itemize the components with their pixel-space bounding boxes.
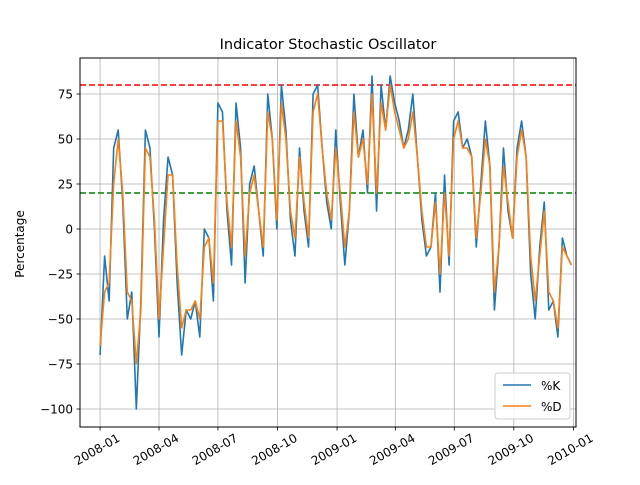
y-tick-label: −50 (48, 313, 73, 327)
reference-lines (80, 84, 576, 194)
plot-area-frame (79, 57, 577, 428)
y-axis-label: Percentage (13, 210, 27, 278)
legend-label-k: %K (541, 379, 561, 393)
y-axis-ticks: 75 50 25 0 −25 −50 −75 −100 (40, 88, 80, 417)
series-lines (99, 75, 573, 410)
y-tick-label: 25 (58, 178, 73, 192)
legend: %K %D (494, 372, 571, 420)
y-tick-label: 75 (58, 88, 73, 102)
y-tick-label: 0 (65, 223, 73, 237)
y-tick-label: −75 (48, 358, 73, 372)
series-line-d (99, 84, 573, 365)
y-tick-label: −100 (40, 403, 73, 417)
legend-label-d: %D (541, 400, 562, 414)
y-tick-label: 50 (58, 133, 73, 147)
chart-title: Indicator Stochastic Oscillator (220, 37, 437, 53)
y-tick-label: −25 (48, 268, 73, 282)
